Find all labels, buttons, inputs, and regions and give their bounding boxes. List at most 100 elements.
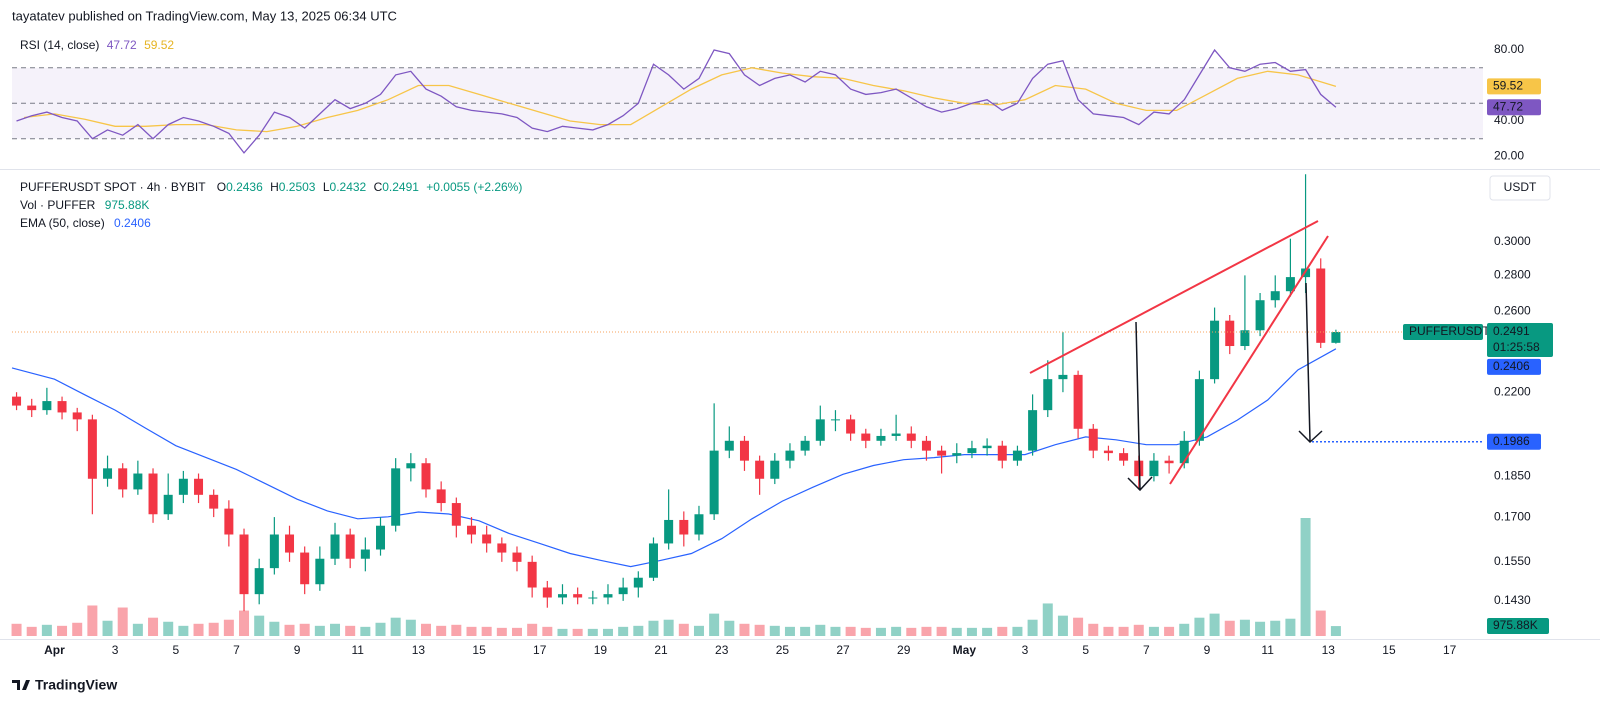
candle-body — [1119, 453, 1129, 461]
volume-bar — [223, 619, 234, 636]
volume-bar — [132, 623, 143, 636]
last-price: 0.2491 — [1493, 324, 1530, 338]
volume-bar — [1315, 610, 1326, 636]
candle-body — [482, 534, 492, 544]
candle-body — [345, 534, 355, 559]
candle-body — [1012, 450, 1022, 461]
ema-name: EMA (50, close) — [20, 216, 105, 230]
candle-body — [937, 450, 947, 456]
volume-bar — [982, 627, 993, 636]
rsi-ma-value: 59.52 — [144, 38, 174, 52]
candle-body — [997, 445, 1007, 461]
candle-body — [770, 460, 780, 479]
symbol-title: PUFFERUSDT SPOT · 4h · BYBIT — [20, 180, 206, 194]
volume-bar — [1073, 617, 1084, 636]
candle-body — [1255, 300, 1265, 331]
candle-body — [527, 561, 537, 588]
volume-bar — [102, 620, 113, 636]
volume-bar — [663, 619, 674, 636]
symbol-label-box — [1403, 324, 1483, 341]
ohlc-label: C — [374, 180, 383, 194]
volume-bar — [390, 617, 401, 636]
volume-bar — [496, 627, 507, 636]
volume-bar — [208, 622, 219, 636]
volume-bar — [299, 623, 310, 636]
countdown: 01:25:58 — [1493, 340, 1540, 354]
volume-bar — [997, 626, 1008, 636]
volume-bar — [11, 623, 22, 636]
volume-bar — [891, 626, 902, 636]
candle-body — [285, 534, 295, 553]
volume-bar — [875, 627, 886, 636]
wedge-upper-line — [1029, 220, 1319, 374]
volume-bar — [1012, 626, 1023, 636]
volume-bar — [41, 624, 52, 636]
candle-body — [72, 412, 82, 420]
candle-body — [846, 419, 856, 434]
wedge-lower-line — [1169, 235, 1329, 485]
volume-bar — [436, 625, 447, 636]
volume-bar — [1148, 626, 1159, 636]
y-tick-label: 0.2800 — [1494, 268, 1531, 282]
price-legend: PUFFERUSDT SPOT · 4h · BYBIT O0.2436 H0.… — [20, 180, 522, 194]
candle-body — [436, 489, 446, 504]
ohlc-value: 0.2432 — [330, 180, 367, 194]
volume-bar — [830, 626, 841, 636]
currency[interactable]: USDT — [1504, 180, 1537, 194]
x-tick-label: 17 — [533, 643, 547, 657]
y-tick-label: 0.1550 — [1494, 554, 1531, 568]
candle-body — [1331, 332, 1341, 343]
candle-body — [573, 594, 583, 598]
volume-bar — [784, 626, 795, 636]
y-tick-label: 0.2200 — [1494, 384, 1531, 398]
currency-box[interactable] — [1489, 175, 1551, 201]
volume-bar — [1133, 624, 1144, 636]
x-tick-label: 9 — [1204, 643, 1211, 657]
candle-body — [1088, 428, 1098, 451]
candle-body — [178, 478, 188, 495]
candle-body — [952, 453, 962, 456]
ema-label-box — [1487, 358, 1541, 375]
x-tick-label: 13 — [412, 643, 426, 657]
volume-legend: Vol · PUFFER 975.88K — [20, 198, 149, 212]
rsi-tick-label: 40.00 — [1494, 113, 1524, 127]
volume-bar — [1194, 617, 1205, 636]
candle-body — [118, 468, 128, 490]
volume-bar — [1103, 626, 1114, 636]
candle-body — [103, 468, 113, 479]
candle-body — [1240, 330, 1250, 347]
rsi-ma-label: 59.52 — [1493, 79, 1523, 93]
candle-body — [1043, 379, 1053, 411]
x-tick-label: 25 — [776, 643, 790, 657]
rsi-label-box — [1487, 99, 1541, 116]
volume-label-box — [1487, 618, 1549, 634]
arrow — [1127, 321, 1153, 492]
candle-body — [209, 494, 219, 509]
volume-bar — [648, 620, 659, 636]
candle-body — [755, 460, 765, 479]
ema-label: 0.2406 — [1493, 359, 1530, 373]
candle-body — [618, 587, 628, 595]
volume-bar — [527, 623, 538, 636]
volume-bar — [1255, 621, 1266, 636]
candle-body — [557, 594, 567, 598]
candle-body — [27, 405, 37, 411]
candle-body — [224, 508, 234, 535]
volume-bar — [466, 626, 477, 636]
ema-legend: EMA (50, close) 0.2406 — [20, 216, 151, 230]
volume-bar — [87, 605, 98, 636]
x-tick-label: 5 — [172, 643, 179, 657]
candle-body — [148, 473, 158, 515]
candle-body — [588, 597, 598, 599]
rsi-ma-label-box — [1487, 78, 1541, 95]
candle-body — [133, 473, 143, 490]
candle-body — [254, 568, 264, 595]
candle-body — [815, 419, 825, 441]
volume-bar — [375, 622, 386, 636]
x-tick-label: 9 — [294, 643, 301, 657]
x-tick-label: May — [953, 643, 977, 657]
rsi-label: 47.72 — [1493, 99, 1523, 113]
